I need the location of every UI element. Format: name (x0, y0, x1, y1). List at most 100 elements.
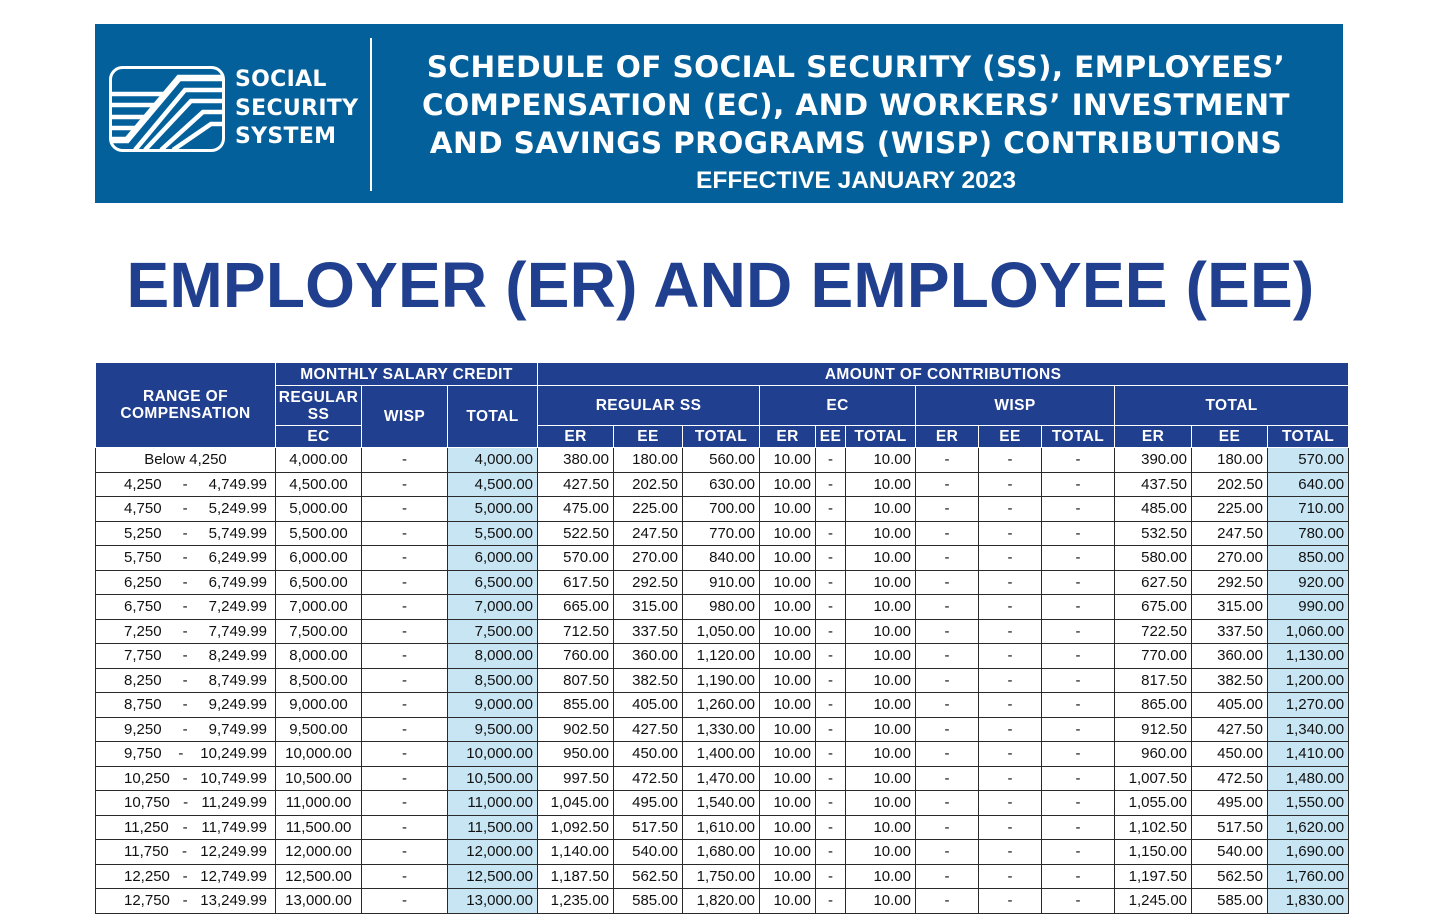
range-from: 8,250 (124, 671, 162, 689)
wisp-ee-cell: - (978, 814, 1042, 840)
range-to: 13,249.99 (200, 892, 267, 910)
wisp-total-cell: - (1041, 741, 1115, 767)
tot-er-cell: 865.00 (1114, 692, 1192, 718)
wisp-er-cell: - (915, 569, 979, 595)
ss-ee-cell: 180.00 (613, 447, 683, 473)
range-to: 9,249.99 (208, 696, 267, 714)
ec-total-cell: 10.00 (845, 692, 916, 718)
ec-total-cell: 10.00 (845, 594, 916, 620)
range-separator: - (182, 647, 188, 665)
wisp-total-cell: - (1041, 716, 1115, 742)
ss-er-cell: 475.00 (537, 496, 614, 522)
wisp-ee-cell: - (978, 692, 1042, 718)
wisp-total-cell: - (1041, 447, 1115, 473)
wisp-ee-cell: - (978, 569, 1042, 595)
ss-total-cell: 1,470.00 (682, 765, 760, 791)
tot-ee-cell: 562.50 (1191, 863, 1268, 889)
table-row: 6,250-6,749.99 6,500.00-6,500.00 617.50 292… (95, 569, 1350, 595)
msc-regular-ss-cell: 8,000.00 (275, 643, 362, 669)
range-values: 12,750-13,249.99 (100, 892, 271, 909)
wisp-ee-cell: - (978, 839, 1042, 865)
range-separator: - (183, 794, 189, 812)
ss-total-cell: 1,610.00 (682, 814, 760, 840)
table-row: 10,750-11,249.99 11,000.00-11,000.00 1,045… (95, 790, 1350, 816)
ec-total-cell: 10.00 (845, 496, 916, 522)
table-row: 8,750-9,249.99 9,000.00-9,000.00 855.00 405… (95, 692, 1350, 718)
ss-total-cell: 1,330.00 (682, 716, 760, 742)
ec-er-cell: 10.00 (759, 569, 816, 595)
ss-er-cell: 1,187.50 (537, 863, 614, 889)
msc-wisp-cell: - (361, 618, 448, 644)
ec-ee-cell: - (815, 643, 846, 669)
msc-wisp-cell: - (361, 790, 448, 816)
range-to: 12,249.99 (200, 843, 267, 861)
tot-total-cell: 710.00 (1266, 496, 1350, 522)
ec-ee-cell: - (815, 716, 846, 742)
ec-ee-cell: - (815, 520, 846, 546)
ss-total-cell: 1,750.00 (682, 863, 760, 889)
tot-er-cell: 817.50 (1114, 667, 1192, 693)
ec-ee-cell: - (815, 741, 846, 767)
banner-divider (370, 38, 372, 191)
tot-ee-cell: 247.50 (1191, 520, 1268, 546)
range-cell: 4,250 - 4,749.99 (95, 471, 276, 497)
header-contrib-ec: EC (759, 385, 916, 426)
header-msc-regular-ss: REGULAR SS (275, 385, 362, 426)
ec-total-cell: 10.00 (845, 839, 916, 865)
table-row: 12,250-12,749.99 12,500.00-12,500.00 1,187… (95, 863, 1350, 889)
msc-regular-ss-cell: 10,500.00 (275, 765, 362, 791)
range-to: 7,249.99 (208, 598, 267, 616)
msc-total-cell: 10,000.00 (447, 741, 538, 767)
tot-total-cell: 780.00 (1266, 520, 1350, 546)
msc-wisp-cell: - (361, 594, 448, 620)
ss-ee-cell: 382.50 (613, 667, 683, 693)
range-cell: 8,750 - 9,249.99 (95, 692, 276, 718)
ec-ee-cell: - (815, 496, 846, 522)
wisp-er-cell: - (915, 814, 979, 840)
range-from: 8,750 (124, 696, 162, 714)
ec-total-cell: 10.00 (845, 790, 916, 816)
ss-total-cell: 1,120.00 (682, 643, 760, 669)
ss-er-cell: 427.50 (537, 471, 614, 497)
header-contrib-regular-ss: REGULAR SS (537, 385, 760, 426)
range-values: 5,750 - 6,249.99 (100, 549, 271, 566)
contribution-table: RANGE OF COMPENSATION MONTHLY SALARY CRE… (95, 362, 1350, 914)
msc-regular-ss-cell: 12,000.00 (275, 839, 362, 865)
tot-ee-cell: 180.00 (1191, 447, 1268, 473)
range-cell: 7,750 - 8,249.99 (95, 643, 276, 669)
ec-ee-cell: - (815, 888, 846, 914)
wisp-total-cell: - (1041, 594, 1115, 620)
range-values: 8,750 - 9,249.99 (100, 696, 271, 713)
msc-wisp-cell: - (361, 814, 448, 840)
msc-total-cell: 7,500.00 (447, 618, 538, 644)
ss-ee-cell: 270.00 (613, 545, 683, 571)
wisp-ee-cell: - (978, 618, 1042, 644)
logo-line-2: SECURITY (235, 95, 359, 121)
wisp-total-cell: - (1041, 765, 1115, 791)
wisp-ee-cell: - (978, 447, 1042, 473)
tot-er-cell: 1,150.00 (1114, 839, 1192, 865)
tot-er-cell: 1,007.50 (1114, 765, 1192, 791)
tot-ee-cell: 382.50 (1191, 667, 1268, 693)
ss-ee-cell: 315.00 (613, 594, 683, 620)
header-ss-ee: EE (613, 425, 683, 448)
msc-regular-ss-cell: 11,000.00 (275, 790, 362, 816)
msc-wisp-cell: - (361, 545, 448, 571)
range-cell: 6,750 - 7,249.99 (95, 594, 276, 620)
range-from: 9,750 (124, 745, 162, 763)
msc-total-cell: 5,500.00 (447, 520, 538, 546)
range-cell: 11,250-11,749.99 (95, 814, 276, 840)
range-cell: 5,750 - 6,249.99 (95, 545, 276, 571)
header-ss-er: ER (537, 425, 614, 448)
tot-er-cell: 580.00 (1114, 545, 1192, 571)
ss-ee-cell: 540.00 (613, 839, 683, 865)
range-cell: 5,250 - 5,749.99 (95, 520, 276, 546)
ss-total-cell: 1,400.00 (682, 741, 760, 767)
ss-total-cell: 1,050.00 (682, 618, 760, 644)
ec-er-cell: 10.00 (759, 863, 816, 889)
ss-total-cell: 630.00 (682, 471, 760, 497)
wisp-ee-cell: - (978, 765, 1042, 791)
msc-wisp-cell: - (361, 643, 448, 669)
tot-total-cell: 920.00 (1266, 569, 1350, 595)
header-range-of-compensation: RANGE OF COMPENSATION (95, 362, 276, 448)
